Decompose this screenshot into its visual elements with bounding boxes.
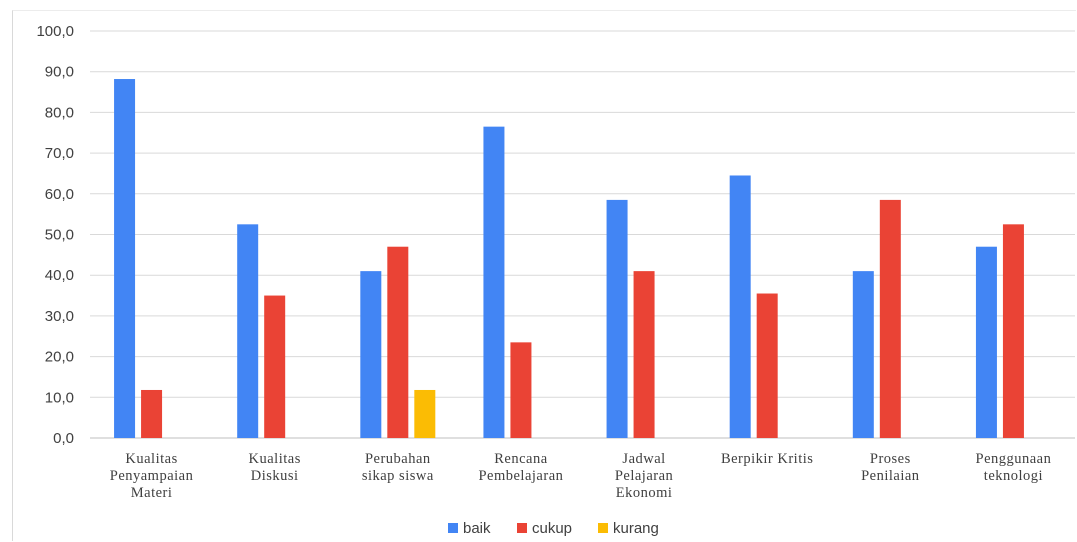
y-tick-label: 80,0 <box>45 104 74 121</box>
y-tick-label: 90,0 <box>45 64 74 81</box>
bar-cukup <box>633 271 655 438</box>
y-tick-label: 40,0 <box>45 267 74 284</box>
gridlines <box>90 30 1075 439</box>
x-tick-label: Kualitas Diskusi <box>249 451 301 484</box>
x-tick-label: Proses Penilaian <box>861 451 920 484</box>
bar-baik <box>483 126 505 439</box>
x-tick-label: Jadwal Pelajaran Ekonomi <box>615 451 674 501</box>
y-tick-label: 70,0 <box>45 145 74 162</box>
bar-kurang <box>414 389 436 438</box>
bar-cukup <box>510 342 532 438</box>
chart-frame <box>12 10 1076 541</box>
x-tick-label-line: Pembelajaran <box>478 468 563 484</box>
x-tick-label-line: Pelajaran <box>615 468 674 484</box>
x-tick-label-line: Jadwal <box>622 451 665 467</box>
x-tick-label: Berpikir Kritis <box>721 451 813 467</box>
bar-baik <box>729 175 751 439</box>
x-tick-label-line: Proses <box>870 451 911 467</box>
bar-cukup <box>1002 224 1024 438</box>
y-tick-label: 30,0 <box>45 308 74 325</box>
legend-swatch-kurang <box>598 523 608 533</box>
legend-swatch-baik <box>448 523 458 533</box>
bar-cukup <box>879 199 901 438</box>
x-tick-label-line: Perubahan <box>365 451 431 467</box>
bar-baik <box>606 199 628 438</box>
x-tick-label-line: Berpikir Kritis <box>721 451 813 467</box>
y-tick-label: 50,0 <box>45 227 74 244</box>
legend-label-cukup: cukup <box>532 520 572 537</box>
bar-cukup <box>264 295 286 438</box>
y-tick-label: 0,0 <box>53 430 74 447</box>
x-tick-label-line: teknologi <box>984 468 1043 484</box>
x-tick-label-line: Materi <box>131 485 173 501</box>
x-tick-label-line: Penggunaan <box>976 451 1052 467</box>
bar-baik <box>975 246 997 438</box>
x-tick-label: Penggunaan teknologi <box>976 451 1052 484</box>
x-tick-label: Rencana Pembelajaran <box>478 451 563 484</box>
x-tick-label-line: Rencana <box>494 451 547 467</box>
x-tick-label-line: Kualitas <box>249 451 301 467</box>
x-tick-label-line: Penyampaian <box>110 468 194 484</box>
bar-cukup <box>387 246 409 438</box>
bar-baik <box>852 271 874 438</box>
legend-label-baik: baik <box>463 520 491 537</box>
bar-cukup <box>756 293 778 438</box>
legend-swatch-cukup <box>517 523 527 533</box>
x-tick-label-line: Ekonomi <box>616 485 673 501</box>
x-tick-label: Kualitas Penyampaian Materi <box>110 451 194 501</box>
bar-cukup <box>141 389 163 438</box>
x-tick-label-line: Penilaian <box>861 468 920 484</box>
bars <box>114 79 1024 439</box>
bar-baik <box>237 224 259 438</box>
legend: baik cukup kurang <box>448 520 659 537</box>
y-axis: 0,0 10,0 20,0 30,0 40,0 50,0 60,0 70,0 80,0 90,0 1… <box>36 23 74 447</box>
x-tick-label-line: Kualitas <box>125 451 177 467</box>
x-tick-label-line: Diskusi <box>251 468 299 484</box>
y-tick-label: 60,0 <box>45 186 74 203</box>
legend-label-kurang: kurang <box>613 520 659 537</box>
x-tick-label-line: sikap siswa <box>362 468 434 484</box>
y-tick-label: 100,0 <box>36 23 74 40</box>
x-tick-label: Perubahan sikap siswa <box>362 451 434 484</box>
y-tick-label: 10,0 <box>45 389 74 406</box>
y-tick-label: 20,0 <box>45 349 74 366</box>
bar-baik <box>114 79 136 438</box>
bar-baik <box>360 271 382 438</box>
